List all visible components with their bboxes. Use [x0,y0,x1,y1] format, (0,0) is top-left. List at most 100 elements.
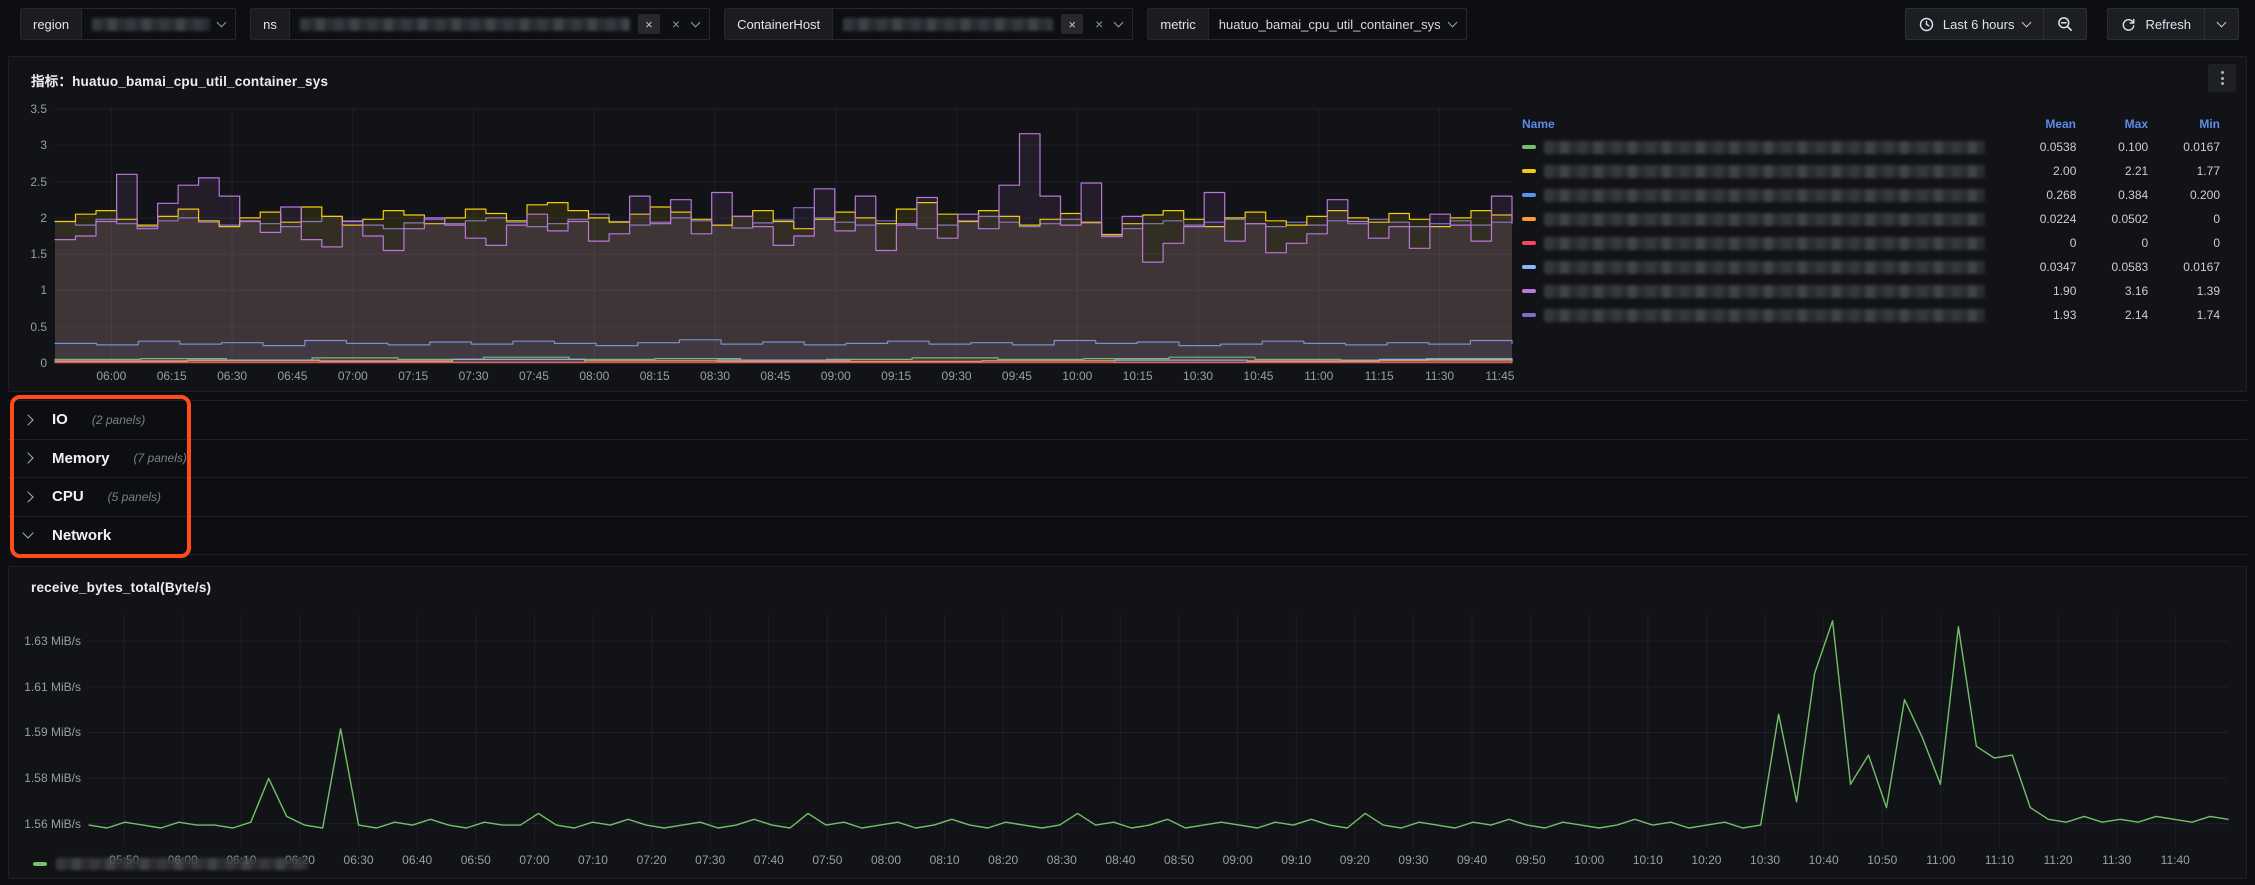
chevron-down-icon[interactable] [1447,18,1457,28]
x-tick-label: 11:30 [2089,853,2145,867]
legend-header-max[interactable]: Max [2076,117,2148,131]
plot-area[interactable] [55,109,1512,363]
series-name-redacted [1544,165,1985,178]
section-row-memory[interactable]: Memory (7 panels) [8,440,2247,479]
legend-mean-value: 0.0538 [1985,140,2077,154]
legend-series-name [1522,165,1985,178]
x-tick-label: 07:10 [565,853,621,867]
series-name-redacted [1544,213,1985,226]
x-tick-label: 06:00 [83,369,139,383]
section-row-cpu[interactable]: CPU (5 panels) [8,478,2247,517]
filter-chip-metric[interactable]: metric huatuo_bamai_cpu_util_container_s… [1147,8,1466,40]
metric-value-dropdown[interactable]: huatuo_bamai_cpu_util_container_sys [1209,9,1466,39]
section-panel-count: (5 panels) [108,490,161,504]
legend-max-value: 0 [2076,236,2148,250]
chevron-down-icon[interactable] [691,18,701,28]
legend-min-value: 1.74 [2148,308,2220,322]
legend-row[interactable]: 0.0224 0.0502 0 [1522,207,2220,231]
filter-chip-region[interactable]: region [20,8,236,40]
legend-max-value: 2.21 [2076,164,2148,178]
x-tick-label: 08:10 [917,853,973,867]
x-tick-label: 11:10 [1971,853,2027,867]
zoom-out-button[interactable] [2043,9,2086,39]
legend-max-value: 2.14 [2076,308,2148,322]
receive-bytes-chart[interactable]: 1.56 MiB/s1.58 MiB/s1.59 MiB/s1.61 MiB/s… [17,607,2240,873]
x-tick-label: 10:30 [1737,853,1793,867]
section-panel-count: (2 panels) [92,413,145,427]
series-color-dash [33,862,47,866]
series-name-redacted [1544,309,1985,322]
containerhost-value-dropdown[interactable]: × × [833,9,1132,39]
x-tick-label: 11:45 [1472,369,1528,383]
series-color-dash [1522,145,1536,149]
y-tick-label: 0 [19,356,47,370]
x-tick-label: 07:20 [624,853,680,867]
cpu-util-chart[interactable]: 00.511.522.533.506:0006:1506:3006:4507:0… [19,99,1518,389]
x-tick-label: 06:45 [264,369,320,383]
region-value-dropdown[interactable] [82,9,235,39]
x-tick-label: 07:40 [741,853,797,867]
panel-title: receive_bytes_total(Byte/s) [31,580,211,595]
legend-item[interactable] [33,858,308,870]
legend-row[interactable]: 2.00 2.21 1.77 [1522,159,2220,183]
refresh-label: Refresh [2145,17,2191,32]
x-tick-label: 10:20 [1678,853,1734,867]
refresh-button[interactable]: Refresh [2108,9,2204,39]
refresh-icon [2121,17,2136,32]
legend-series-name [1522,285,1985,298]
legend-mean-value: 0.268 [1985,188,2077,202]
legend-row[interactable]: 1.93 2.14 1.74 [1522,303,2220,327]
y-tick-label: 1.58 MiB/s [17,771,81,785]
filter-label-metric: metric [1148,9,1208,39]
legend-row[interactable]: 0 0 0 [1522,231,2220,255]
dashboard-rows: IO (2 panels) Memory (7 panels) CPU (5 p… [8,400,2247,555]
chevron-down-icon[interactable] [217,18,227,28]
y-tick-label: 1.59 MiB/s [17,725,81,739]
section-row-io[interactable]: IO (2 panels) [8,401,2247,440]
legend-row[interactable]: 1.90 3.16 1.39 [1522,279,2220,303]
x-tick-label: 06:30 [204,369,260,383]
legend-max-value: 0.384 [2076,188,2148,202]
clear-icon[interactable]: × [668,16,684,32]
legend-row[interactable]: 0.268 0.384 0.200 [1522,183,2220,207]
section-row-network[interactable]: Network [8,517,2247,556]
chevron-right-icon [22,453,33,464]
series-color-dash [1522,169,1536,173]
legend-max-value: 3.16 [2076,284,2148,298]
x-tick-label: 07:30 [682,853,738,867]
x-tick-label: 09:45 [989,369,1045,383]
tag-remove-icon[interactable]: × [638,14,660,34]
legend-header-min[interactable]: Min [2148,117,2220,131]
legend-series-name [1522,261,1985,274]
clear-icon[interactable]: × [1091,16,1107,32]
chevron-down-icon[interactable] [1114,18,1124,28]
toolbar-right-group: Last 6 hours Refresh [1905,8,2239,40]
legend-row[interactable]: 0.0347 0.0583 0.0167 [1522,255,2220,279]
legend-row[interactable]: 0.0538 0.100 0.0167 [1522,135,2220,159]
legend-header-name[interactable]: Name [1522,117,1984,131]
refresh-controls: Refresh [2107,8,2239,40]
legend-series-name [1522,189,1985,202]
tag-remove-icon[interactable]: × [1061,14,1083,34]
refresh-interval-dropdown[interactable] [2204,9,2238,39]
x-tick-label: 06:30 [331,853,387,867]
filter-chip-containerhost[interactable]: ContainerHost × × [724,8,1133,40]
time-range-button[interactable]: Last 6 hours [1906,9,2044,39]
ns-value-dropdown[interactable]: × × [290,9,709,39]
plot-area[interactable] [89,615,2228,847]
legend-max-value: 0.0583 [2076,260,2148,274]
filter-chip-ns[interactable]: ns × × [250,8,710,40]
y-tick-label: 3.5 [19,102,47,116]
x-tick-label: 08:00 [858,853,914,867]
series-name-redacted [1544,189,1985,202]
x-tick-label: 10:40 [1796,853,1852,867]
legend-min-value: 0.0167 [2148,260,2220,274]
legend-header-mean[interactable]: Mean [1984,117,2076,131]
x-tick-label: 06:40 [389,853,445,867]
y-tick-label: 3 [19,138,47,152]
metric-panel: 指标：huatuo_bamai_cpu_util_container_sys 0… [8,56,2247,392]
kebab-menu-button[interactable] [2208,64,2236,92]
series-name-redacted [1544,237,1985,250]
x-tick-label: 09:50 [1503,853,1559,867]
series-color-dash [1522,193,1536,197]
